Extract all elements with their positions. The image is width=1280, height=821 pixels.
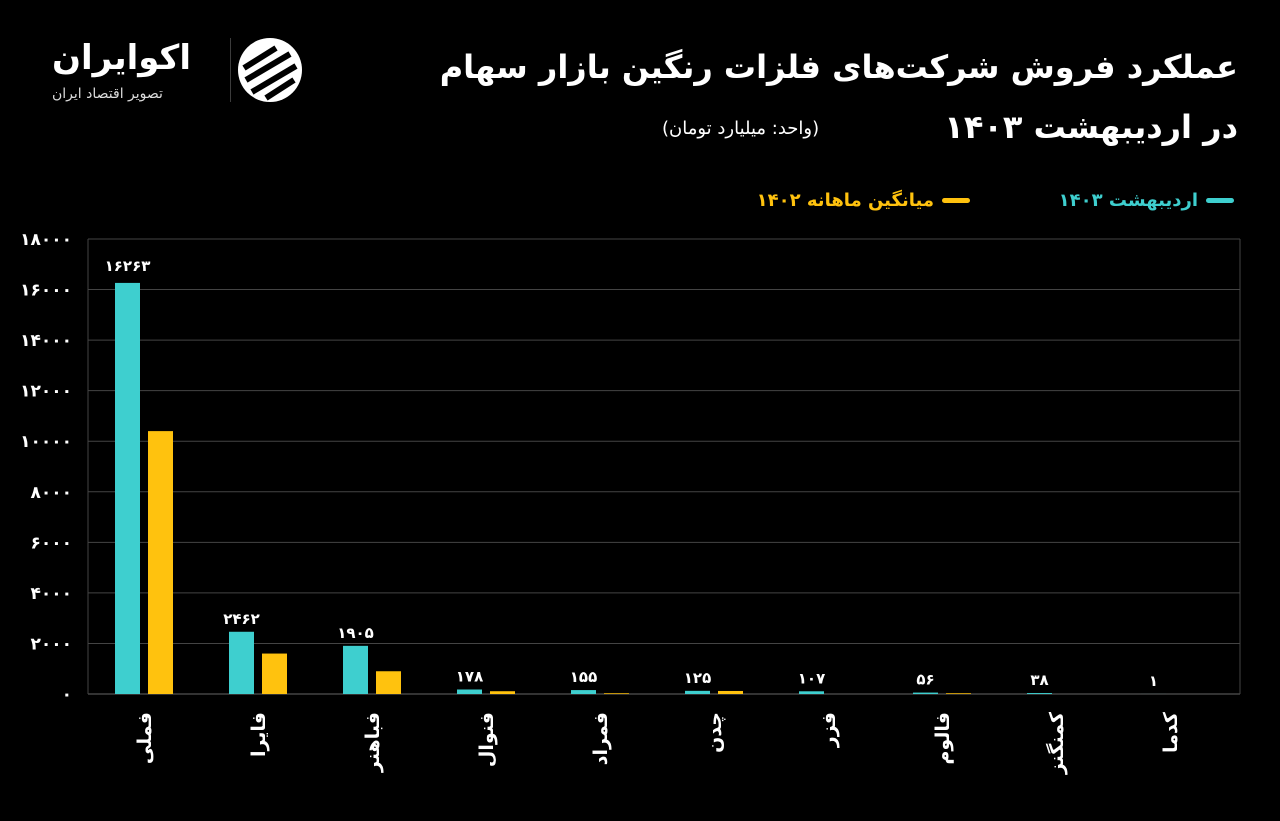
legend-label: میانگین ماهانه ۱۴۰۲ xyxy=(756,190,934,211)
bar-series2 xyxy=(262,653,287,694)
legend-swatch xyxy=(942,198,970,203)
data-label: ۳۸ xyxy=(1030,671,1048,689)
bar-series1 xyxy=(799,691,824,694)
bar-series1 xyxy=(1027,693,1052,694)
bar-series1 xyxy=(571,690,596,694)
x-tick-label: کمنگنز xyxy=(1045,711,1068,775)
bar-series2 xyxy=(376,671,401,694)
x-tick-label: فباهنر xyxy=(362,712,384,773)
data-label: ۲۴۶۲ xyxy=(223,610,260,628)
y-tick-label: ۴۰۰۰ xyxy=(30,584,72,604)
logo-subtitle: تصویر اقتصاد ایران xyxy=(52,86,163,102)
bar-series2 xyxy=(148,431,173,694)
bar-series1 xyxy=(685,690,710,694)
legend-swatch xyxy=(1206,198,1234,203)
y-tick-label: ۰ xyxy=(62,685,72,705)
data-label: ۱۷۸ xyxy=(456,668,483,686)
y-tick-label: ۱۲۰۰۰ xyxy=(20,382,72,402)
x-tick-label: فمراد xyxy=(590,712,612,765)
chart-title: عملکرد فروش شرکت‌های فلزات رنگین بازار س… xyxy=(439,48,1238,86)
x-tick-label: کدما xyxy=(1160,711,1182,753)
bar-series1 xyxy=(343,645,368,694)
data-label: ۱۶۲۶۳ xyxy=(105,257,151,275)
legend-label: اردیبهشت ۱۴۰۳ xyxy=(1058,190,1198,211)
y-tick-label: ۱۶۰۰۰ xyxy=(20,281,72,301)
legend-item-series1: اردیبهشت ۱۴۰۳ xyxy=(1059,190,1234,211)
legend-item-series2: میانگین ماهانه ۱۴۰۲ xyxy=(757,190,970,211)
y-tick-label: ۶۰۰۰ xyxy=(30,533,72,553)
bar-series1 xyxy=(457,689,482,694)
unit-label: (واحد: میلیارد تومان) xyxy=(662,118,820,139)
data-label: ۱۲۵ xyxy=(684,669,711,687)
y-tick-label: ۱۸۰۰۰ xyxy=(20,230,72,250)
x-tick-label: فایرا xyxy=(248,712,270,757)
x-tick-label: فزر xyxy=(818,712,840,748)
data-label: ۱۵۵ xyxy=(570,668,597,686)
x-tick-label: فملی xyxy=(134,712,156,764)
chart-subtitle: در اردیبهشت ۱۴۰۳ xyxy=(944,108,1238,146)
bar-series2 xyxy=(946,693,971,694)
data-label: ۱ xyxy=(1149,672,1158,690)
logo-name: اکوایران xyxy=(52,38,191,78)
y-tick-label: ۲۰۰۰ xyxy=(30,634,72,654)
bar-series1 xyxy=(229,631,254,694)
bar-series1 xyxy=(913,692,938,694)
y-tick-label: ۱۰۰۰۰ xyxy=(20,432,72,452)
data-label: ۱۰۷ xyxy=(798,669,825,687)
y-tick-label: ۱۴۰۰۰ xyxy=(20,331,72,351)
logo-icon xyxy=(230,38,302,102)
bar-series2 xyxy=(490,691,515,694)
bar-series2 xyxy=(718,690,743,694)
data-label: ۵۶ xyxy=(916,671,934,689)
bar-series1 xyxy=(115,282,140,694)
x-tick-label: فنوال xyxy=(476,712,498,767)
x-tick-label: فالوم xyxy=(932,712,954,765)
x-tick-label: چدن xyxy=(704,712,726,753)
bar-series2 xyxy=(604,693,629,694)
y-tick-label: ۸۰۰۰ xyxy=(30,483,72,503)
data-label: ۱۹۰۵ xyxy=(337,624,374,642)
